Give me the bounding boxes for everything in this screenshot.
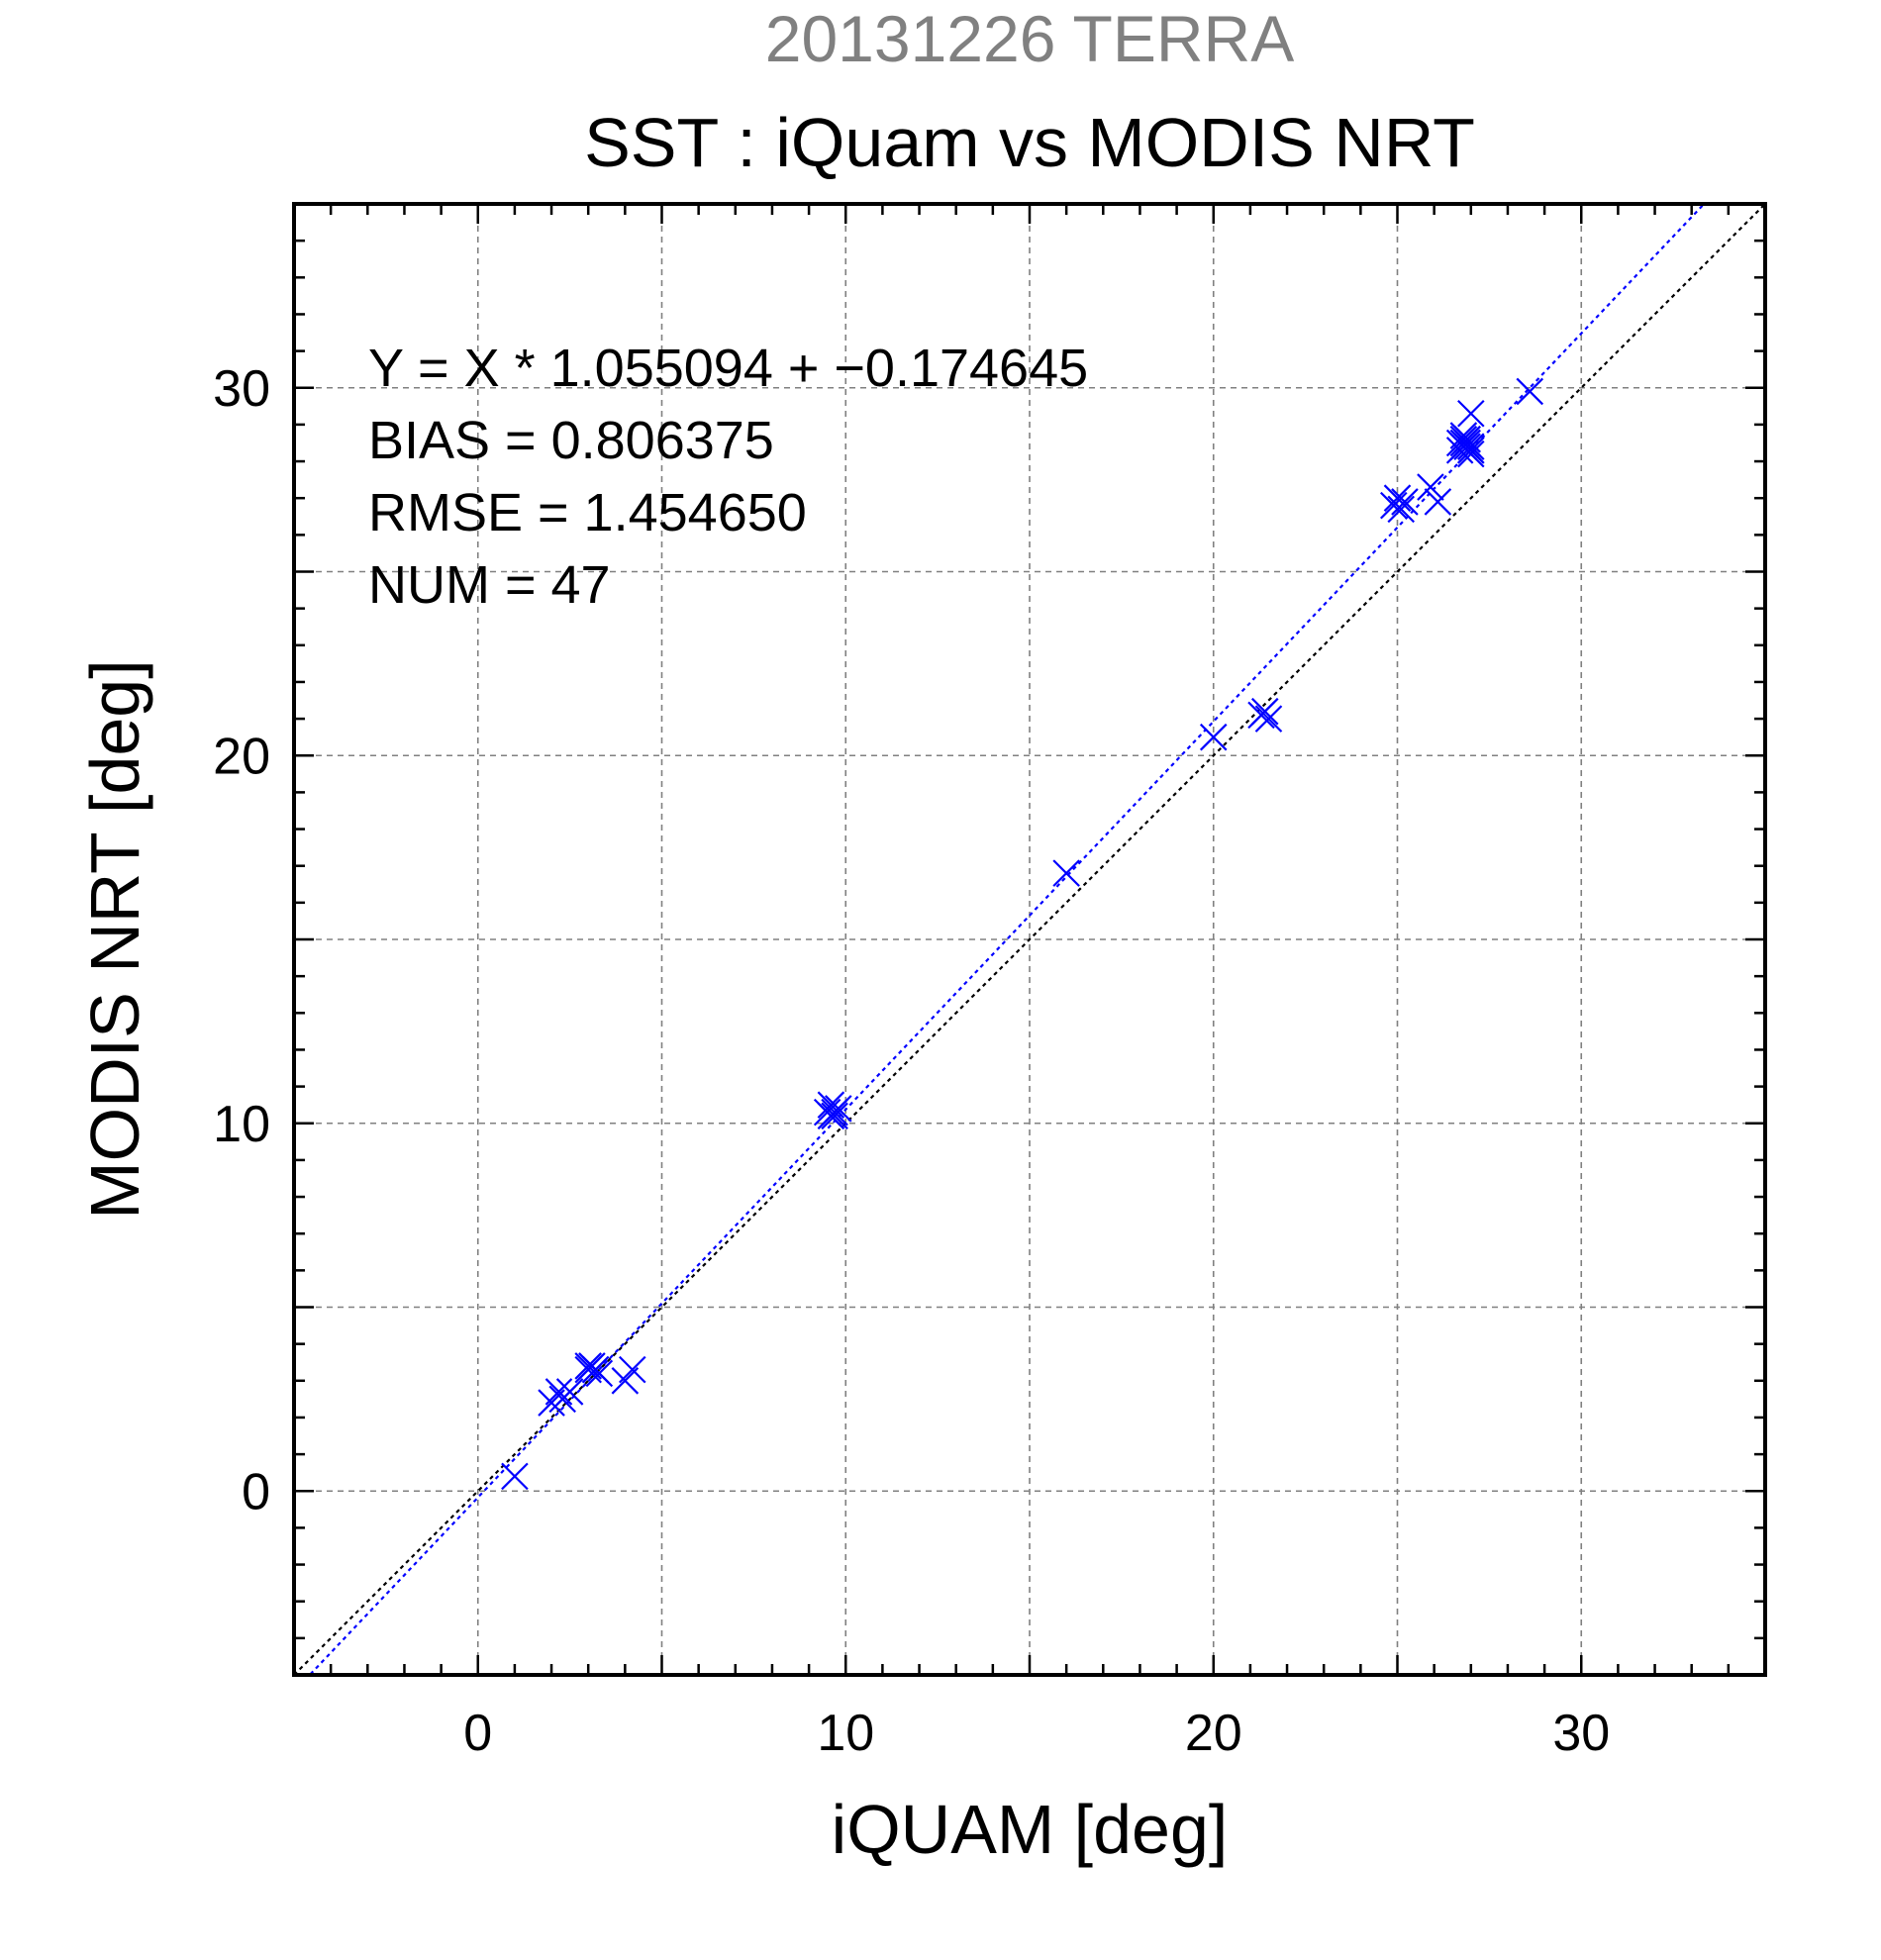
data-point <box>1453 429 1481 457</box>
data-point <box>1457 399 1485 428</box>
data-point <box>1417 473 1444 501</box>
data-point-stroke <box>1424 488 1452 516</box>
x-tick-label: 20 <box>1185 1705 1242 1762</box>
data-point <box>821 1102 848 1130</box>
data-point-stroke <box>1380 491 1408 520</box>
data-point-stroke <box>817 1091 845 1119</box>
y-tick-label: 30 <box>213 360 270 418</box>
stats-rmse: RMSE = 1.454650 <box>368 483 807 542</box>
data-point-stroke <box>1199 723 1228 751</box>
data-point-stroke <box>501 1462 529 1491</box>
regression-lines <box>294 204 1765 1675</box>
stats-num: NUM = 47 <box>368 555 611 615</box>
grid-lines <box>294 204 1765 1675</box>
data-point-stroke <box>1457 399 1485 428</box>
data-point-stroke <box>574 1352 602 1380</box>
data-point <box>555 1378 584 1406</box>
y-tick-label: 0 <box>242 1463 270 1520</box>
data-point <box>1052 859 1080 887</box>
data-point-stroke <box>1457 440 1485 468</box>
data-point <box>574 1352 602 1380</box>
data-point-stroke <box>1254 705 1283 733</box>
one-to-one-line <box>294 204 1765 1675</box>
tick-labels: 0 10 20 30 0 10 20 30 <box>213 360 1610 1762</box>
data-point-stroke <box>1457 437 1485 464</box>
data-point-stroke <box>619 1355 646 1384</box>
y-tick-label: 10 <box>213 1096 270 1153</box>
data-point-stroke <box>544 1378 573 1406</box>
data-point-stroke <box>1052 859 1080 887</box>
chart-supertitle: 20131226 TERRA <box>765 2 1294 75</box>
data-point-stroke <box>555 1378 584 1406</box>
data-point <box>1254 705 1283 733</box>
chart-title: SST : iQuam vs MODIS NRT <box>584 104 1475 181</box>
x-tick-label: 0 <box>463 1705 492 1762</box>
data-points <box>501 377 1544 1491</box>
data-point <box>1457 437 1485 464</box>
y-tick-label: 20 <box>213 728 270 785</box>
x-axis-label: iQUAM [deg] <box>832 1791 1229 1868</box>
data-point-stroke <box>1516 377 1544 406</box>
data-point <box>544 1378 573 1406</box>
data-point <box>821 1098 848 1127</box>
data-point-stroke <box>1383 484 1412 512</box>
data-point-stroke <box>821 1098 848 1127</box>
plot-frame <box>292 202 1767 1677</box>
data-point-stroke <box>1453 429 1481 457</box>
data-point <box>1516 377 1544 406</box>
data-point <box>1391 488 1419 516</box>
y-axis-label: MODIS NRT [deg] <box>76 659 153 1219</box>
stats-equation: Y = X * 1.055094 + −0.174645 <box>368 339 1088 398</box>
stats-bias: BIAS = 0.806375 <box>368 411 774 470</box>
stats-box: Y = X * 1.055094 + −0.174645 BIAS = 0.80… <box>368 339 1088 615</box>
data-point <box>1380 491 1408 520</box>
data-point <box>1387 495 1415 524</box>
data-point-stroke <box>1417 473 1444 501</box>
data-point <box>1453 425 1481 453</box>
data-point <box>581 1355 610 1384</box>
data-point-stroke <box>1391 488 1419 516</box>
data-point-stroke <box>581 1355 610 1384</box>
data-point-stroke <box>1250 697 1279 726</box>
x-tick-label: 10 <box>817 1705 874 1762</box>
data-point <box>1424 488 1452 516</box>
data-point-stroke <box>1387 495 1415 524</box>
fit-line <box>308 204 1706 1675</box>
data-point <box>1250 697 1279 726</box>
data-point <box>1199 723 1228 751</box>
data-point-stroke <box>821 1102 848 1130</box>
data-point <box>817 1091 845 1119</box>
data-point <box>501 1462 529 1491</box>
data-point <box>619 1355 646 1384</box>
data-point-stroke <box>1453 425 1481 453</box>
x-tick-label: 30 <box>1552 1705 1610 1762</box>
data-point <box>1383 484 1412 512</box>
